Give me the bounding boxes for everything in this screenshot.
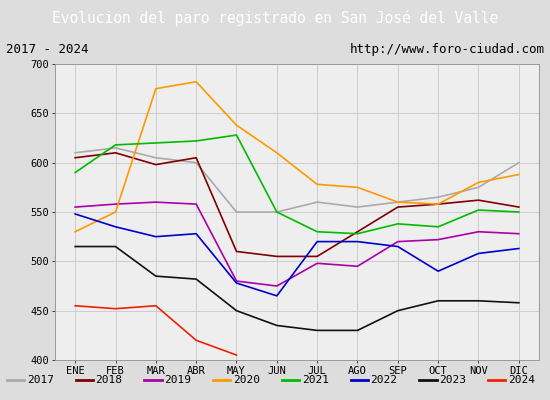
Text: http://www.foro-ciudad.com: http://www.foro-ciudad.com (349, 44, 544, 56)
Text: 2020: 2020 (233, 375, 260, 385)
Text: Evolucion del paro registrado en San José del Valle: Evolucion del paro registrado en San Jos… (52, 10, 498, 26)
Text: 2019: 2019 (164, 375, 191, 385)
Text: 2022: 2022 (371, 375, 398, 385)
Text: 2023: 2023 (439, 375, 466, 385)
Text: 2018: 2018 (96, 375, 123, 385)
Text: 2024: 2024 (508, 375, 535, 385)
Text: 2021: 2021 (302, 375, 329, 385)
Text: 2017: 2017 (27, 375, 54, 385)
Text: 2017 - 2024: 2017 - 2024 (6, 44, 88, 56)
